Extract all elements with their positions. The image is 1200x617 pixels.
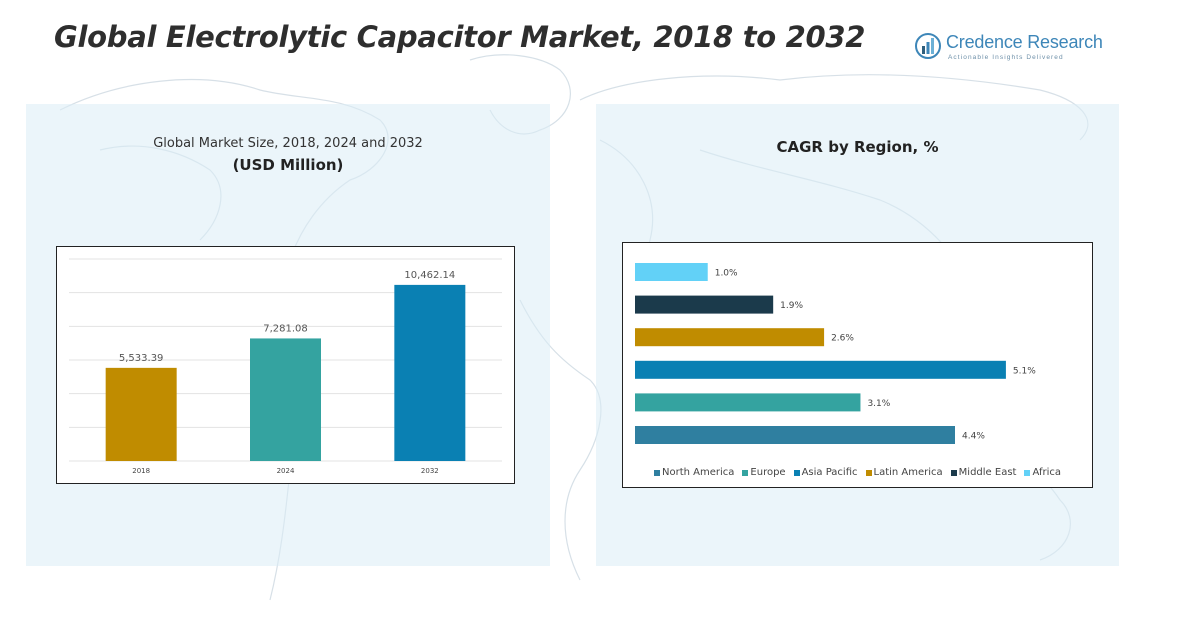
legend-item: Asia Pacific	[793, 467, 858, 478]
legend-swatch	[950, 469, 957, 476]
bar-2018	[105, 367, 177, 461]
bar-value-label: 3.1%	[867, 399, 890, 409]
legend-label: Latin America	[873, 467, 943, 478]
bar-latin-america	[635, 328, 825, 347]
bar-value-label: 4.4%	[962, 432, 985, 442]
legend-item: Latin America	[865, 467, 943, 478]
x-tick-label: 2024	[277, 467, 295, 475]
page-title: Global Electrolytic Capacitor Market, 20…	[54, 20, 866, 54]
cagr-legend: North America Europe Asia Pacific Latin Ame…	[623, 467, 1092, 478]
bar-value-label: 10,462.14	[404, 270, 455, 281]
legend-swatch	[654, 469, 660, 476]
brand-name: Credence Research	[946, 32, 1103, 52]
cagr-bar-chart: 1.0% 1.9% 2.6% 5.1% 3.1% 4.4%	[635, 263, 1036, 444]
brand-tagline: Actionable Insights Delivered	[948, 54, 1064, 61]
legend-label: Africa	[1032, 467, 1061, 478]
cagr-title: CAGR by Region, %	[776, 138, 939, 156]
bar-middle-east	[635, 295, 774, 314]
x-tick-label: 2018	[132, 467, 150, 475]
brand-logo: Credence Research Actionable Insights De…	[914, 30, 1104, 66]
bar-value-label: 5.1%	[1013, 366, 1036, 376]
market-size-unit: (USD Million)	[232, 156, 344, 174]
legend-item: Middle East	[950, 467, 1017, 478]
bar-asia-pacific	[635, 360, 1006, 379]
legend-item: North America	[654, 467, 734, 478]
legend-label: Europe	[750, 467, 786, 478]
x-tick-label: 2032	[421, 467, 439, 475]
bar-value-label: 1.0%	[715, 269, 738, 279]
bar-value-label: 5,533.39	[119, 353, 164, 364]
bar-europe	[635, 393, 861, 412]
market-size-title: Global Market Size, 2018, 2024 and 2032	[153, 136, 423, 151]
bar-africa	[635, 263, 708, 281]
market-size-chart: 5,533.39 2018 7,281.08 2024 10,462.14 2032	[56, 246, 515, 484]
legend-swatch	[742, 469, 749, 476]
legend-swatch	[793, 469, 800, 476]
legend-label: North America	[662, 467, 735, 478]
bar-value-label: 1.9%	[780, 301, 803, 311]
bar-2032	[394, 284, 466, 461]
bar-chart-circle-logo-icon	[915, 33, 941, 59]
bar-north-america	[635, 426, 955, 444]
bar-value-label: 2.6%	[831, 334, 854, 344]
legend-item: Europe	[742, 467, 786, 478]
legend-swatch	[1024, 469, 1031, 476]
market-size-bar-chart: 5,533.39 2018 7,281.08 2024 10,462.14 2032	[69, 258, 502, 475]
bar-2024	[250, 338, 321, 461]
cagr-chart: 1.0% 1.9% 2.6% 5.1% 3.1% 4.4% North America Eu…	[622, 242, 1093, 488]
legend-item: Africa	[1024, 467, 1061, 478]
legend-label: Middle East	[958, 467, 1017, 478]
legend-swatch	[865, 469, 872, 476]
bar-value-label: 7,281.08	[263, 323, 308, 334]
legend-label: Asia Pacific	[801, 467, 858, 478]
